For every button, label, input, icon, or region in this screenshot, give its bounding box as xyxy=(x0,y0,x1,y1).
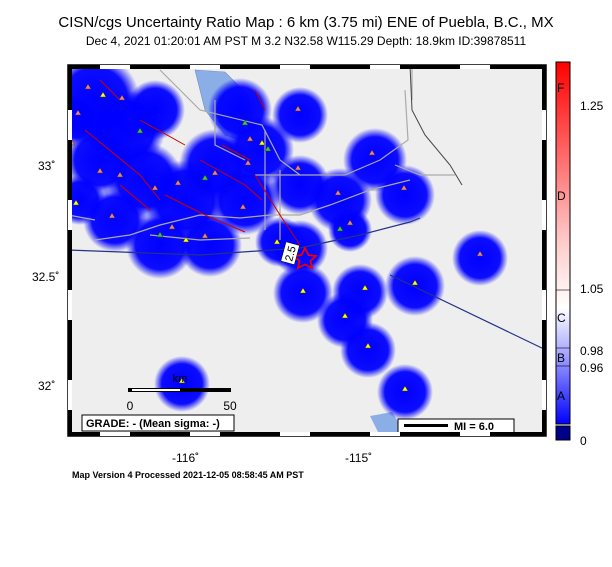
uncertainty-regions xyxy=(68,65,508,420)
cb-grade-d: D xyxy=(557,189,566,203)
roads xyxy=(68,65,455,241)
lon-label-116: -116˚ xyxy=(172,451,199,465)
grade-text: GRADE: - (Mean sigma: -) xyxy=(86,418,220,430)
scale-min: 0 xyxy=(127,399,134,413)
cb-val-0-98: 0.98 xyxy=(580,344,604,358)
state-line xyxy=(409,65,463,186)
epicenter-magnitude: 2.5 xyxy=(283,245,299,263)
cb-grade-b: B xyxy=(557,351,565,365)
international-border xyxy=(68,217,421,256)
faults xyxy=(84,79,301,246)
lat-label-32: 32˚ xyxy=(38,379,55,393)
cb-val-1-25: 1.25 xyxy=(580,99,604,113)
cb-val-0-96: 0.96 xyxy=(580,361,604,375)
grade-box: GRADE: - (Mean sigma: -) xyxy=(81,414,235,432)
scale-max: 50 xyxy=(223,399,237,413)
cb-val-1-05: 1.05 xyxy=(580,282,604,296)
cb-grade-c: C xyxy=(557,311,566,325)
epicenter-label: 2.5 xyxy=(280,241,300,266)
scale-unit: km xyxy=(173,373,188,385)
cb-grade-f: F xyxy=(557,81,564,95)
mi-legend: MI = 6.0 xyxy=(397,418,515,434)
cb-grade-a: A xyxy=(557,389,565,403)
map-title: CISN/cgs Uncertainty Ratio Map : 6 km (3… xyxy=(58,14,554,31)
scale-bar: km 0 50 xyxy=(127,373,237,413)
stations xyxy=(68,83,484,392)
state-boundary xyxy=(389,274,546,351)
colorbar: F 1.25 D 1.05 C B 0.98 0.96 A 0 xyxy=(555,61,604,448)
lat-label-33: 33˚ xyxy=(38,159,55,173)
mi-legend-text: MI = 6.0 xyxy=(454,421,494,433)
event-info: Dec 4, 2021 01:20:01 AM PST M 3.2 N32.58… xyxy=(85,34,527,48)
cb-val-0: 0 xyxy=(580,434,587,448)
lon-label-115: -115˚ xyxy=(345,451,372,465)
frame-ticks xyxy=(68,65,546,436)
lat-label-32-5: 32.5˚ xyxy=(32,270,59,284)
footer-version: Map Version 4 Processed 2021-12-05 08:58… xyxy=(72,470,304,480)
